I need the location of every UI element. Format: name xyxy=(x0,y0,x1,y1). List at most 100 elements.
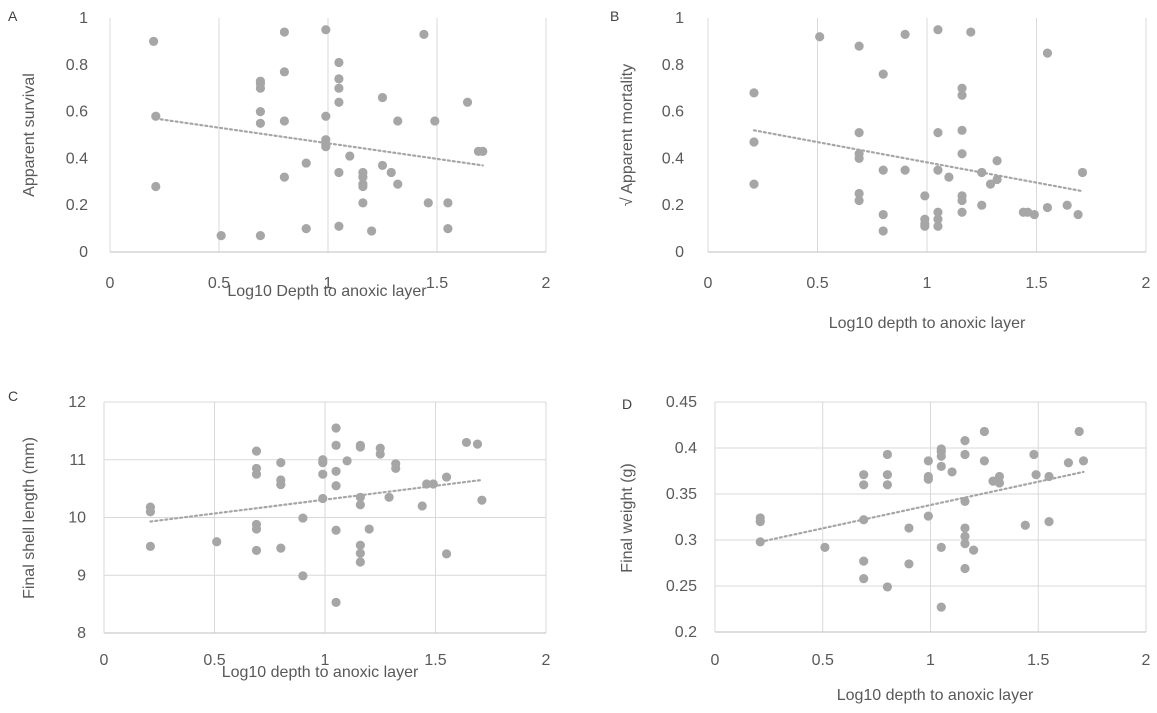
data-point xyxy=(749,137,759,147)
data-point xyxy=(1078,456,1089,466)
data-point xyxy=(279,67,289,77)
x-tick-label: 0 xyxy=(100,652,109,669)
data-point xyxy=(878,69,888,79)
data-point xyxy=(936,542,946,552)
data-point xyxy=(279,27,289,37)
data-point xyxy=(358,172,368,182)
data-point xyxy=(979,426,989,437)
data-point xyxy=(755,537,765,547)
data-point xyxy=(255,83,266,93)
data-point xyxy=(957,207,967,217)
data-point xyxy=(151,181,161,192)
data-point xyxy=(878,226,888,236)
data-point xyxy=(969,545,979,555)
data-point xyxy=(820,542,830,552)
chart-panel-b: B √ Apparent mortality Log10 depth to an… xyxy=(600,0,1157,356)
data-point xyxy=(334,74,344,84)
data-point xyxy=(419,29,429,39)
data-point xyxy=(947,467,957,477)
data-point xyxy=(859,515,869,525)
data-point xyxy=(318,458,328,468)
data-point xyxy=(377,92,388,103)
data-point xyxy=(321,25,331,35)
data-point xyxy=(279,172,289,182)
scatter-plot: 0 0.5 1 1.5 2 8 9 10 11 12 xyxy=(68,394,550,669)
data-point xyxy=(957,125,967,135)
data-point xyxy=(375,449,385,459)
data-point xyxy=(900,29,910,39)
data-point xyxy=(933,128,943,138)
data-point xyxy=(422,479,432,489)
data-point xyxy=(355,540,365,550)
data-point xyxy=(977,167,987,178)
data-point xyxy=(393,179,403,189)
data-point xyxy=(331,440,341,450)
data-point xyxy=(318,469,328,479)
x-axis-label: Log10 depth to anoxic layer xyxy=(221,664,419,681)
x-tick-label: 0.5 xyxy=(203,652,225,669)
data-point xyxy=(478,146,488,156)
y-tick-label: 1 xyxy=(675,10,684,27)
y-tick-label: 0.4 xyxy=(662,150,684,167)
chart-panel-c: C Final shell length (mm) Log10 depth to… xyxy=(0,380,578,713)
x-tick-label: 2 xyxy=(542,275,551,292)
y-tick-label: 0.35 xyxy=(666,486,697,503)
x-tick-label: 0 xyxy=(711,652,720,669)
data-point xyxy=(1044,517,1054,527)
data-point xyxy=(960,496,970,506)
data-point xyxy=(854,188,864,199)
data-point xyxy=(1042,48,1053,58)
data-point xyxy=(1074,426,1084,437)
y-tick-label: 12 xyxy=(68,394,86,411)
data-point xyxy=(944,172,954,182)
data-point xyxy=(443,224,453,234)
scatter-plot: 0 0.5 1 1.5 2 0 0.2 0.4 0.6 0.8 1 xyxy=(662,10,1151,292)
data-point xyxy=(882,449,892,460)
data-point xyxy=(279,116,289,126)
data-point xyxy=(364,524,374,534)
data-point xyxy=(276,479,286,490)
data-point xyxy=(331,597,341,607)
data-point xyxy=(960,449,970,460)
data-point xyxy=(957,83,967,93)
data-point xyxy=(960,563,970,574)
data-point xyxy=(423,198,433,208)
y-tick-label: 1 xyxy=(79,10,88,27)
y-tick-label: 0.6 xyxy=(66,104,88,121)
data-point xyxy=(936,602,946,612)
data-point xyxy=(367,226,377,236)
y-tick-label: 0 xyxy=(675,244,684,261)
data-point xyxy=(854,153,864,163)
data-point xyxy=(1042,202,1053,213)
data-point xyxy=(276,458,286,468)
data-point xyxy=(151,111,161,121)
data-point xyxy=(882,480,892,490)
data-point xyxy=(321,111,331,121)
data-point xyxy=(882,470,892,480)
data-point xyxy=(749,88,759,98)
data-point xyxy=(461,437,472,448)
data-point xyxy=(1020,520,1030,530)
x-tick-label: 2 xyxy=(1142,652,1151,669)
trendline xyxy=(154,117,484,167)
data-point xyxy=(334,83,344,93)
panel-label: A xyxy=(8,8,18,24)
data-point xyxy=(331,481,341,491)
data-point xyxy=(957,195,967,206)
y-tick-label: 0.6 xyxy=(662,104,684,121)
data-point xyxy=(966,27,976,37)
trendline xyxy=(752,129,1084,193)
y-tick-label: 8 xyxy=(77,625,86,642)
data-point xyxy=(386,167,396,178)
x-tick-label: 2 xyxy=(1142,275,1151,292)
data-point xyxy=(859,470,869,480)
data-point xyxy=(904,559,914,569)
data-point xyxy=(441,472,452,482)
panel-label: D xyxy=(622,396,633,412)
y-tick-label: 0.8 xyxy=(66,57,88,74)
x-tick-label: 0.5 xyxy=(812,652,834,669)
data-point xyxy=(355,492,365,502)
data-point xyxy=(936,451,946,461)
data-point xyxy=(251,545,262,556)
data-point xyxy=(755,517,765,527)
